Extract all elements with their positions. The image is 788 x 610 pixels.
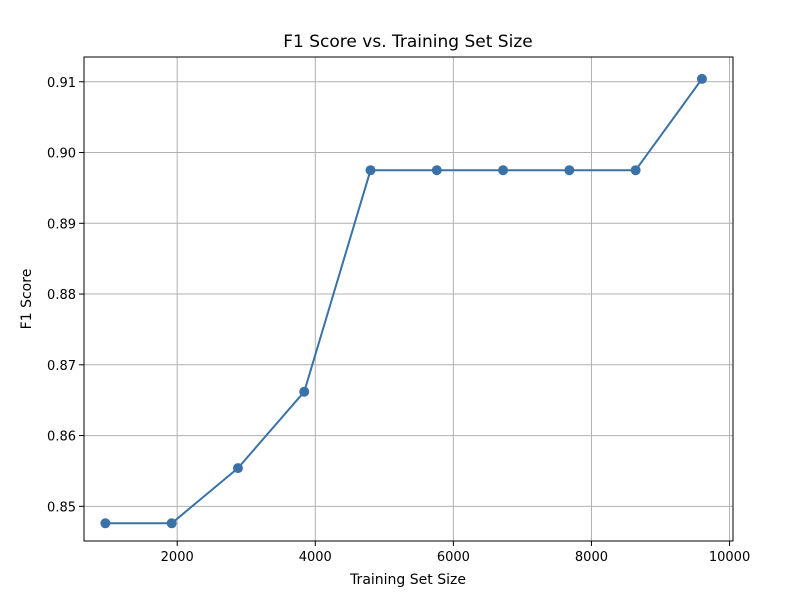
x-tick-label: 8000: [575, 550, 608, 565]
y-tick-label: 0.87: [47, 359, 76, 374]
x-tick-label: 4000: [299, 550, 332, 565]
y-axis-label: F1 Score: [19, 269, 35, 330]
data-point: [232, 463, 243, 474]
plot-frame: [83, 56, 734, 542]
y-tick-label: 0.89: [47, 217, 76, 232]
data-point: [166, 518, 177, 529]
y-tick-label: 0.88: [47, 288, 76, 303]
series-layer: [100, 73, 707, 529]
data-point: [299, 386, 310, 397]
data-point: [365, 165, 376, 176]
y-tick-label: 0.91: [47, 76, 76, 91]
y-tick-label: 0.90: [47, 147, 76, 162]
chart-title: F1 Score vs. Training Set Size: [283, 32, 532, 52]
x-tick-label: 2000: [161, 550, 194, 565]
data-point: [564, 165, 575, 176]
x-axis-label: Training Set Size: [349, 572, 466, 588]
x-tick-label: 6000: [437, 550, 470, 565]
data-point: [431, 165, 442, 176]
x-axis-ticks: 2000 4000 6000 8000 10000: [161, 541, 750, 565]
data-point: [100, 518, 111, 529]
series-line: [105, 78, 703, 525]
data-point: [498, 165, 509, 176]
y-tick-label: 0.86: [47, 430, 76, 445]
y-axis-ticks: 0.85 0.86 0.87 0.88 0.89 0.90 0.91: [47, 76, 84, 515]
data-point: [630, 165, 641, 176]
y-tick-label: 0.85: [47, 500, 76, 515]
x-tick-label: 10000: [709, 550, 750, 565]
data-point: [696, 73, 707, 84]
